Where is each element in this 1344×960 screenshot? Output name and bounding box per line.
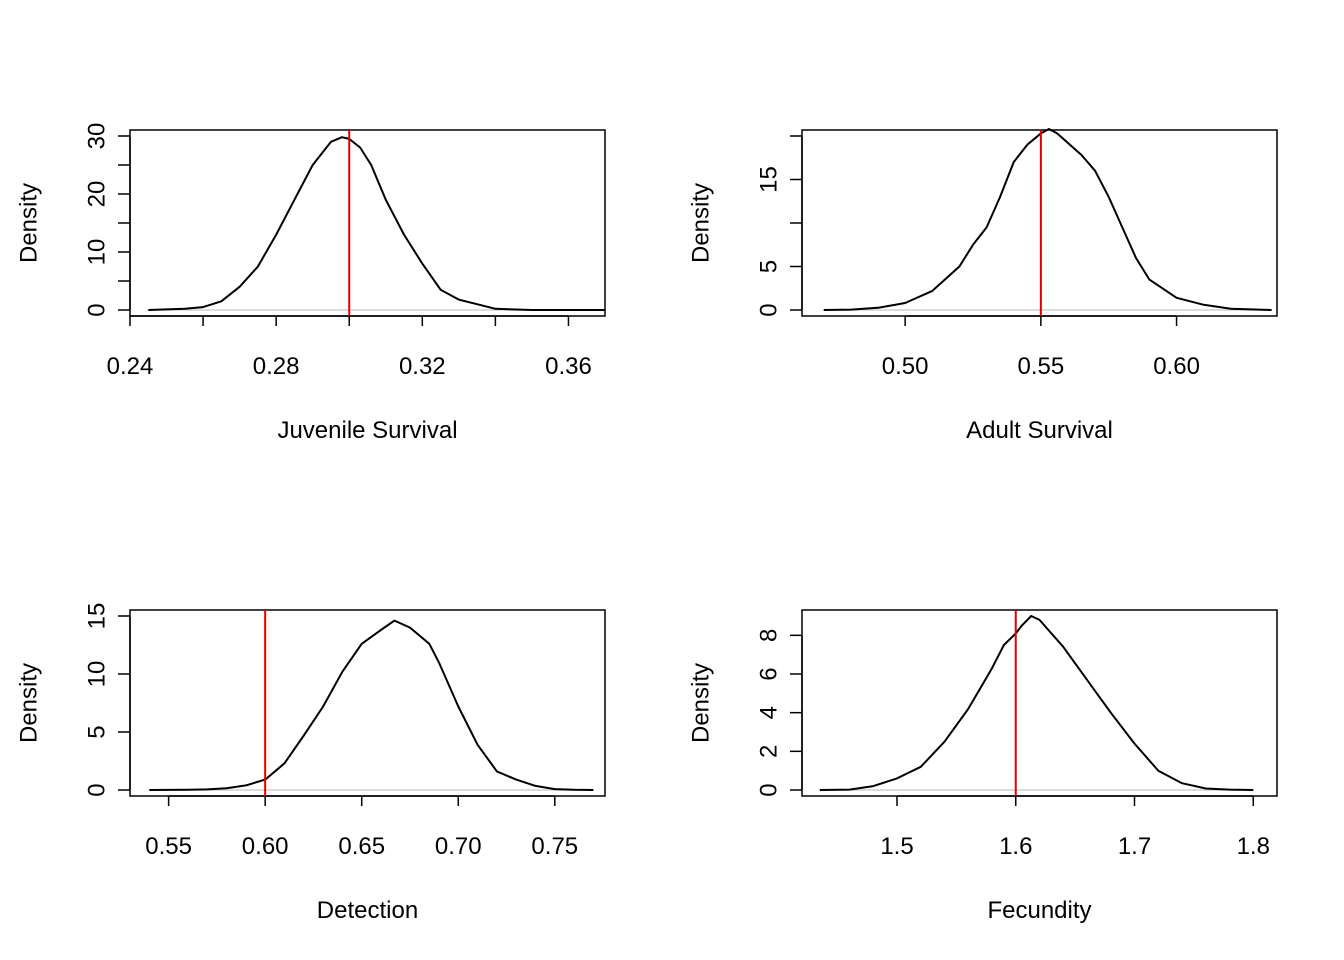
y-tick-label: 10	[83, 239, 110, 266]
y-tick-label: 30	[83, 123, 110, 150]
y-tick-label: 5	[755, 260, 782, 273]
y-axis-label: Density	[687, 183, 714, 263]
x-tick-label: 0.75	[531, 833, 578, 860]
x-axis-label: Juvenile Survival	[277, 417, 457, 444]
x-tick-label: 0.60	[242, 833, 289, 860]
y-axis-label: Density	[15, 183, 42, 263]
y-tick-label: 6	[755, 667, 782, 680]
x-tick-label: 1.5	[880, 833, 913, 860]
density-curve	[148, 136, 605, 311]
y-tick-label: 5	[83, 725, 110, 738]
x-tick-label: 1.6	[999, 833, 1032, 860]
x-tick-label: 0.50	[882, 353, 929, 380]
x-tick-label: 0.55	[1017, 353, 1064, 380]
y-axis-label: Density	[687, 663, 714, 743]
y-axis-label: Density	[15, 663, 42, 743]
x-tick-label: 0.36	[545, 353, 592, 380]
x-tick-label: 0.24	[107, 353, 154, 380]
y-tick-label: 0	[755, 783, 782, 796]
y-tick-label: 20	[83, 181, 110, 208]
y-tick-label: 2	[755, 745, 782, 758]
y-tick-label: 15	[755, 166, 782, 193]
x-tick-label: 0.60	[1153, 353, 1200, 380]
x-tick-label: 1.8	[1237, 833, 1270, 860]
x-axis-label: Adult Survival	[966, 417, 1113, 444]
panel-4: 1.5 1.6 1.7 1.8 0 2 4 6 8 Fecundity Density	[687, 609, 1278, 924]
y-tick-label: 0	[83, 783, 110, 796]
panel-2: 0.50 0.55 0.60 0 5 15 Adult Survival Density	[687, 128, 1278, 444]
plot-frame	[801, 609, 1278, 797]
density-curve	[819, 615, 1254, 791]
y-tick-label: 4	[755, 706, 782, 719]
x-tick-label: 1.7	[1118, 833, 1151, 860]
y-tick-label: 10	[83, 661, 110, 688]
y-tick-label: 0	[83, 303, 110, 316]
x-tick-label: 0.55	[145, 833, 192, 860]
x-tick-label: 0.70	[435, 833, 482, 860]
y-tick-label: 0	[755, 303, 782, 316]
x-tick-label: 0.28	[253, 353, 300, 380]
plot-frame	[801, 129, 1278, 317]
density-curve	[823, 128, 1272, 311]
y-tick-label: 15	[83, 603, 110, 630]
plot-frame	[129, 609, 606, 797]
y-tick-label: 8	[755, 629, 782, 642]
x-tick-label: 0.32	[399, 353, 446, 380]
panel-1: 0.24 0.28 0.32 0.36 0 10 20 30 Juvenile Survival…	[15, 123, 606, 444]
x-axis-label: Fecundity	[987, 897, 1091, 924]
density-curve	[149, 619, 594, 791]
x-axis-label: Detection	[317, 897, 418, 924]
panel-3: 0.55 0.60 0.65 0.70 0.75 0 5 10 15 Detection Densi…	[15, 603, 606, 924]
x-tick-label: 0.65	[338, 833, 385, 860]
